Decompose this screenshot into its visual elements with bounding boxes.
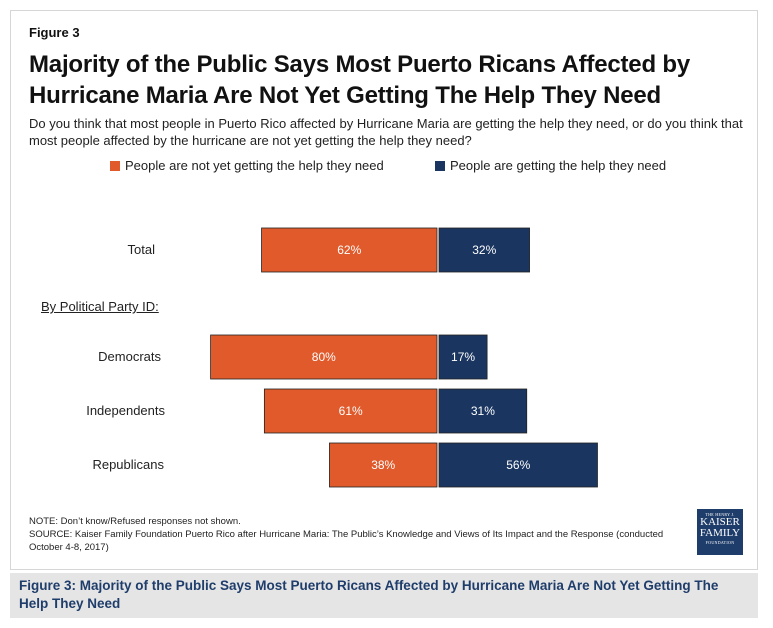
bar-not-getting-democrats [210, 334, 438, 380]
category-label-total: Total [128, 242, 156, 257]
legend-item-getting: People are getting the help they need [435, 158, 666, 173]
bar-label-not-getting-total: 62% [337, 243, 361, 257]
chart-subtitle: Do you think that most people in Puerto … [29, 116, 743, 148]
legend-label-not-getting: People are not yet getting the help they… [125, 158, 384, 173]
bar-getting-democrats [438, 334, 488, 380]
legend-swatch-getting [435, 160, 445, 171]
figure-label: Figure 3 [29, 25, 80, 40]
kff-logo: THE HENRY J. KAISER FAMILY FOUNDATION [697, 509, 743, 555]
bar-label-not-getting-independents: 61% [339, 404, 363, 418]
bar-label-getting-independents: 31% [471, 404, 495, 418]
legend-label-getting: People are getting the help they need [450, 158, 667, 173]
section-label-party: By Political Party ID: [41, 299, 159, 314]
bar-label-not-getting-republicans: 38% [371, 458, 395, 472]
bar-label-not-getting-democrats: 80% [312, 350, 336, 364]
caption-text: Figure 3: Majority of the Public Says Mo… [19, 578, 719, 611]
note-text: NOTE: Don’t know/Refused responses not s… [29, 516, 241, 527]
source-text: SOURCE: Kaiser Family Foundation Puerto … [29, 529, 664, 553]
diverging-bar-chart: Total 62% 32% Democrats 80% 17% Independents 61… [86, 227, 598, 488]
category-label-independents: Independents [86, 403, 165, 418]
chart-title: Majority of the Public Says Most Puerto … [29, 51, 690, 109]
legend-swatch-not-getting [110, 160, 120, 171]
figure-frame: Figure 3 Majority of the Public Says Mos… [10, 10, 758, 570]
bar-label-getting-republicans: 56% [506, 458, 530, 472]
category-label-republicans: Republicans [92, 457, 164, 472]
category-label-democrats: Democrats [98, 349, 161, 364]
bar-label-getting-democrats: 17% [451, 350, 475, 364]
legend-item-not-getting: People are not yet getting the help they… [110, 158, 384, 173]
bar-not-getting-republicans [329, 442, 438, 488]
figure-caption: Figure 3: Majority of the Public Says Mo… [10, 573, 758, 618]
bar-not-getting-independents [263, 388, 438, 434]
bar-getting-total [438, 227, 530, 273]
chart-note: NOTE: Don’t know/Refused responses not s… [29, 515, 689, 554]
bar-label-getting-total: 32% [472, 243, 496, 257]
bar-getting-republicans [438, 442, 598, 488]
bar-not-getting-total [261, 227, 438, 273]
bar-getting-independents [438, 388, 528, 434]
